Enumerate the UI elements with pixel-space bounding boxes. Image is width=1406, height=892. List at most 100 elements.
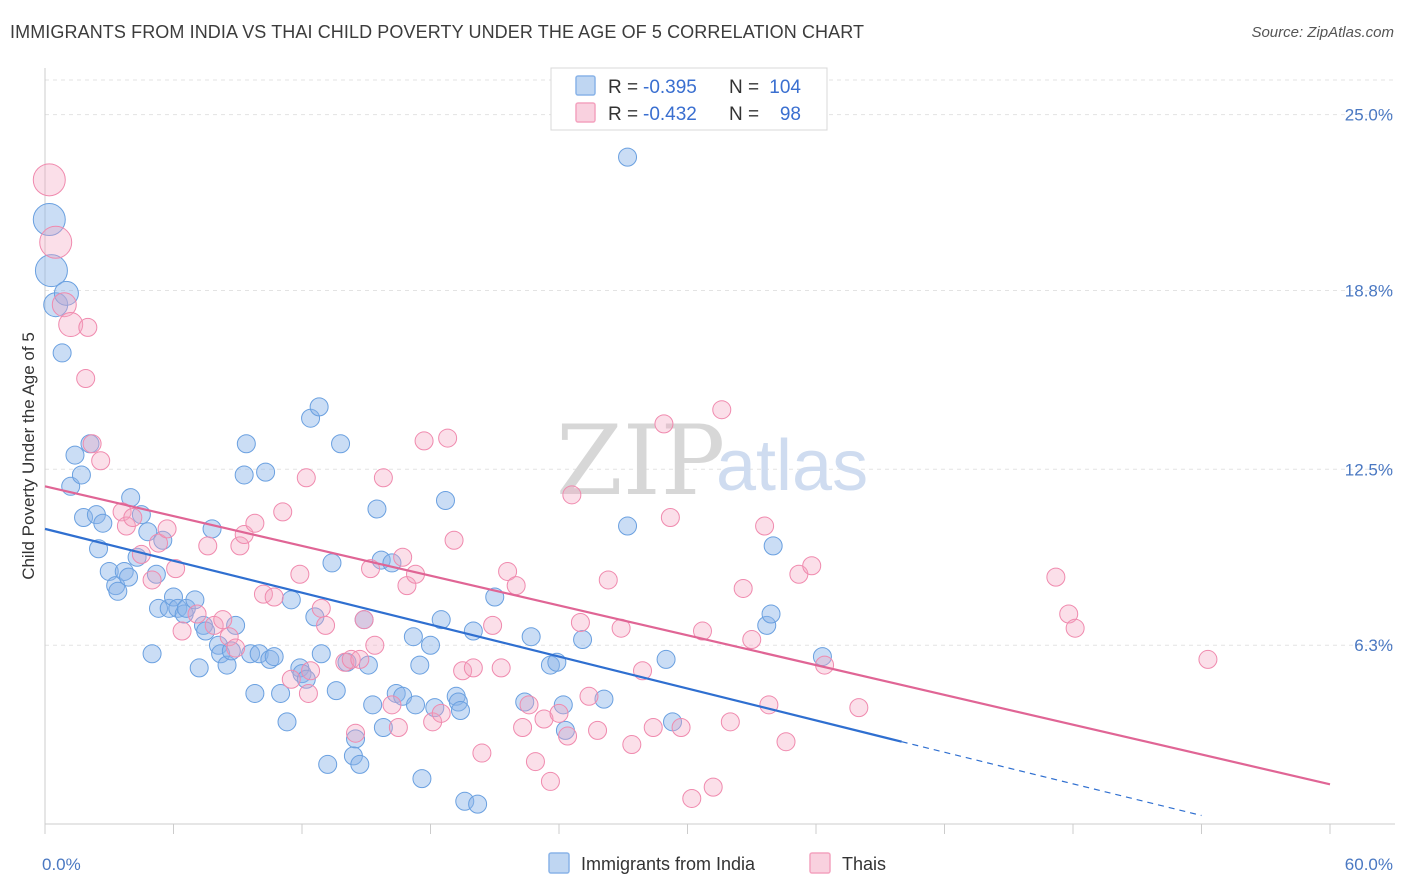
india-point-80 bbox=[421, 635, 440, 655]
india-point-70 bbox=[367, 499, 387, 519]
india-point-60 bbox=[322, 553, 342, 573]
thai-point-85 bbox=[742, 630, 762, 650]
legend-swatch-india bbox=[575, 75, 596, 96]
india-point-1 bbox=[34, 254, 68, 288]
thai-point-7 bbox=[91, 451, 111, 471]
thai-point-69 bbox=[579, 686, 599, 706]
thai-point-38 bbox=[346, 723, 366, 743]
thai-point-39 bbox=[350, 649, 370, 669]
legend-r-value-india: -0.395 bbox=[643, 77, 697, 98]
thai-trend-line bbox=[44, 485, 1331, 786]
thai-point-92 bbox=[849, 698, 869, 718]
thai-point-32 bbox=[298, 683, 318, 703]
india-point-57 bbox=[309, 397, 329, 417]
thai-point-29 bbox=[281, 669, 301, 689]
thai-point-52 bbox=[444, 530, 464, 550]
thai-point-62 bbox=[525, 752, 545, 772]
thai-point-60 bbox=[513, 718, 533, 738]
india-point-7 bbox=[71, 465, 91, 485]
stats-legend-box bbox=[550, 67, 828, 131]
india-point-82 bbox=[431, 610, 451, 630]
thai-point-25 bbox=[245, 513, 265, 533]
india-point-49 bbox=[271, 683, 291, 703]
thai-points bbox=[32, 163, 1218, 808]
india-point-99 bbox=[618, 147, 638, 167]
thai-point-40 bbox=[354, 610, 374, 630]
india-point-77 bbox=[406, 695, 426, 715]
thai-point-0 bbox=[32, 163, 66, 197]
thai-point-71 bbox=[598, 570, 618, 590]
thai-point-83 bbox=[720, 712, 740, 732]
thai-point-94 bbox=[1059, 604, 1079, 624]
india-point-50 bbox=[277, 712, 297, 732]
india-point-24 bbox=[149, 598, 169, 618]
thai-point-15 bbox=[166, 559, 186, 579]
india-point-37 bbox=[211, 644, 231, 664]
x-tick-label-0: 0.0% bbox=[42, 855, 81, 874]
india-point-86 bbox=[450, 700, 470, 720]
chart-title: IMMIGRANTS FROM INDIA VS THAI CHILD POVE… bbox=[10, 22, 865, 42]
watermark: ZIP atlas bbox=[556, 405, 868, 517]
thai-point-86 bbox=[755, 516, 775, 536]
y-tick-labels: 6.3% 12.5% 18.8% 25.0% bbox=[1345, 106, 1393, 656]
thai-point-68 bbox=[570, 613, 590, 633]
thai-point-44 bbox=[382, 695, 402, 715]
series-legend-swatch-thai bbox=[809, 852, 831, 874]
thai-point-48 bbox=[414, 431, 434, 451]
thai-point-22 bbox=[226, 638, 246, 658]
thai-point-5 bbox=[76, 368, 96, 388]
india-point-46 bbox=[256, 462, 276, 482]
y-tick-label-1: 12.5% bbox=[1345, 460, 1393, 479]
series-legend-label-india: Immigrants from India bbox=[581, 854, 756, 874]
india-point-45 bbox=[249, 644, 269, 664]
thai-point-43 bbox=[373, 468, 393, 488]
thai-point-42 bbox=[365, 635, 385, 655]
thai-point-75 bbox=[643, 718, 663, 738]
thai-point-93 bbox=[1046, 567, 1066, 587]
thai-point-78 bbox=[671, 718, 691, 738]
thai-point-45 bbox=[388, 718, 408, 738]
thai-point-20 bbox=[213, 610, 233, 630]
thai-point-30 bbox=[290, 564, 310, 584]
thai-point-50 bbox=[431, 703, 451, 723]
thai-point-28 bbox=[273, 502, 293, 522]
thai-point-73 bbox=[622, 735, 642, 755]
legend-n-value-india: 104 bbox=[769, 77, 801, 98]
india-point-104 bbox=[761, 604, 781, 624]
thai-point-16 bbox=[172, 621, 192, 641]
thai-point-88 bbox=[776, 732, 796, 752]
legend-r-label-thai: R = bbox=[608, 104, 638, 125]
series-legend-swatch-india bbox=[548, 852, 570, 874]
india-point-98 bbox=[594, 689, 614, 709]
india-point-48 bbox=[264, 647, 284, 667]
india-point-51 bbox=[281, 590, 301, 610]
y-axis-label: Child Poverty Under the Age of 5 bbox=[19, 332, 38, 580]
thai-point-33 bbox=[301, 661, 321, 681]
india-point-42 bbox=[236, 434, 256, 454]
series-legend: Immigrants from India Thais bbox=[548, 852, 886, 874]
india-point-12 bbox=[93, 513, 113, 533]
stats-legend: R = -0.395 N = 104 R = -0.432 N = 98 bbox=[550, 67, 828, 131]
thai-point-77 bbox=[660, 508, 680, 528]
source-label: Source: ZipAtlas.com bbox=[1251, 24, 1394, 41]
india-trend-line bbox=[44, 527, 902, 743]
india-point-54 bbox=[296, 669, 316, 689]
thai-point-84 bbox=[733, 578, 753, 598]
watermark-atlas: atlas bbox=[716, 426, 868, 506]
india-point-72 bbox=[373, 718, 393, 738]
thai-point-35 bbox=[316, 615, 336, 635]
india-point-76 bbox=[403, 627, 423, 647]
thai-point-59 bbox=[506, 576, 526, 596]
india-point-61 bbox=[326, 681, 346, 701]
india-point-41 bbox=[234, 465, 254, 485]
india-point-2 bbox=[43, 292, 69, 318]
india-point-0 bbox=[32, 203, 66, 237]
thai-point-26 bbox=[253, 584, 273, 604]
thai-point-82 bbox=[712, 400, 732, 420]
thai-point-57 bbox=[491, 658, 511, 678]
thai-point-6 bbox=[82, 434, 102, 454]
thai-point-79 bbox=[682, 788, 702, 808]
india-point-103 bbox=[757, 615, 777, 635]
thai-point-17 bbox=[187, 604, 207, 624]
